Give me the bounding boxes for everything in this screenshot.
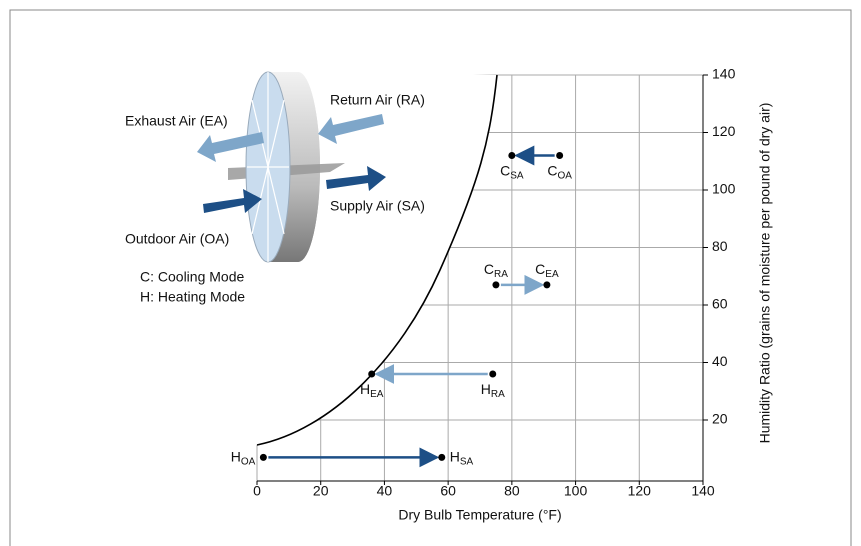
point-label: CSA	[500, 162, 524, 181]
wheel	[197, 71, 386, 263]
x-tick-label: 120	[628, 483, 652, 499]
point-label: COA	[547, 162, 572, 181]
point	[556, 152, 564, 159]
point-label: HEA	[360, 381, 384, 400]
point	[492, 281, 500, 289]
annotation: Outdoor Air (OA)	[125, 231, 229, 247]
x-axis-label: Dry Bulb Temperature (°F)	[398, 507, 561, 523]
y-tick-label: 120	[712, 123, 736, 139]
y-axis-label: Humidity Ratio (grains of moisture per p…	[757, 103, 773, 444]
y-tick-label: 20	[712, 411, 728, 427]
point-label: HRA	[481, 381, 505, 400]
x-tick-label: 60	[440, 483, 456, 499]
label-letter: C	[484, 261, 494, 277]
annotation: Supply Air (SA)	[330, 198, 425, 214]
label-letter: C	[547, 162, 557, 178]
label-subscript: OA	[557, 170, 572, 181]
point	[543, 281, 551, 289]
label-subscript: EA	[545, 269, 559, 280]
point-label: CEA	[535, 261, 559, 280]
x-tick-label: 0	[253, 483, 261, 499]
annotation: Exhaust Air (EA)	[125, 113, 228, 129]
label-letter: H	[450, 448, 460, 464]
point-label: HSA	[450, 448, 474, 467]
y-tick-label: 100	[712, 181, 736, 197]
label-subscript: SA	[460, 456, 474, 467]
y-tick-label: 40	[712, 353, 728, 369]
y-tick-label: 60	[712, 296, 728, 312]
point-label: HOA	[231, 448, 256, 467]
y-tick-label: 140	[712, 66, 736, 82]
label-letter: C	[535, 261, 545, 277]
point	[438, 453, 446, 461]
point	[259, 453, 267, 461]
label-subscript: EA	[370, 389, 384, 400]
annotation: Return Air (RA)	[330, 92, 425, 108]
x-tick-label: 20	[313, 483, 329, 499]
label-subscript: RA	[491, 389, 505, 400]
frame	[9, 9, 852, 546]
point	[489, 370, 497, 378]
y-tick-label: 80	[712, 238, 728, 254]
point-label: CRA	[484, 261, 508, 280]
x-tick-label: 140	[691, 483, 715, 499]
label-subscript: RA	[494, 269, 508, 280]
x-tick-label: 80	[504, 483, 520, 499]
annotation: C: Cooling Mode	[140, 269, 244, 285]
label-letter: C	[500, 162, 510, 178]
x-tick-label: 100	[564, 483, 588, 499]
label-letter: H	[231, 448, 241, 464]
label-subscript: OA	[241, 456, 256, 467]
point	[368, 370, 376, 378]
label-subscript: SA	[510, 170, 524, 181]
label-letter: H	[360, 381, 370, 397]
annotation: H: Heating Mode	[140, 289, 245, 305]
x-tick-label: 40	[377, 483, 393, 499]
label-letter: H	[481, 381, 491, 397]
point	[508, 152, 516, 159]
saturation-curve	[256, 74, 498, 446]
